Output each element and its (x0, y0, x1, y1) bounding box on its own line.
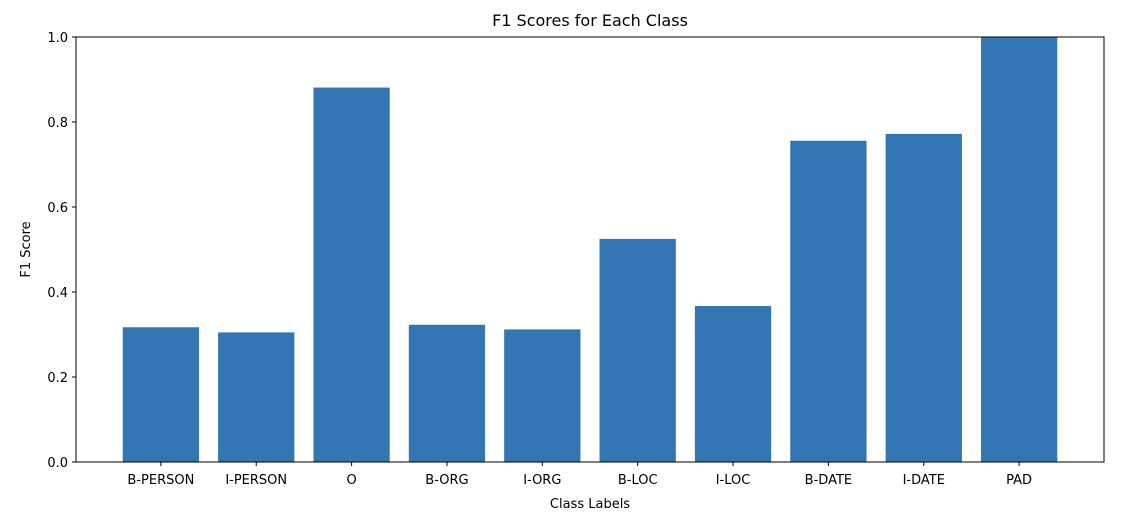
x-tick-label: I-DATE (903, 473, 945, 488)
y-tick-label: 0.8 (47, 116, 68, 131)
plot-frame (75, 36, 1105, 463)
y-tick-label: 0.4 (47, 286, 68, 301)
bar-i-loc (694, 306, 772, 462)
x-tick-label: B-LOC (618, 473, 658, 488)
bar-pad (980, 37, 1058, 462)
y-tick-label: 0.6 (47, 201, 68, 216)
chart-title: F1 Scores for Each Class (492, 11, 688, 30)
y-tick-label: 0.0 (47, 456, 68, 471)
x-tick-label: PAD (1006, 473, 1032, 488)
x-axis-label: Class Labels (550, 497, 630, 512)
x-tick-label: I-PERSON (225, 473, 287, 488)
bar-i-org (504, 329, 581, 462)
bar-b-org (408, 324, 486, 462)
x-tick-label: B-PERSON (127, 473, 194, 488)
bar-b-person (122, 327, 200, 462)
x-tick-label: I-ORG (523, 473, 561, 488)
y-tick-label: 1.0 (47, 31, 68, 46)
y-tick-label: 0.2 (47, 371, 68, 386)
bars-group (122, 37, 1058, 462)
bar-b-loc (599, 238, 676, 462)
bar-b-date (790, 140, 867, 462)
y-axis-label: F1 Score (19, 221, 34, 277)
y-axis-ticks: 0.0 0.2 0.4 0.6 0.8 1.0 (47, 31, 76, 471)
bar-i-date (885, 133, 962, 462)
bar-o (313, 87, 390, 462)
x-tick-label: O (346, 473, 356, 488)
x-tick-label: I-LOC (716, 473, 751, 488)
x-tick-label: B-ORG (425, 473, 468, 488)
x-tick-label: B-DATE (805, 473, 852, 488)
x-axis-ticks: B-PERSON I-PERSON O B-ORG I-ORG B-LOC I-LOC B-D… (127, 462, 1032, 488)
bar-i-person (218, 332, 295, 462)
